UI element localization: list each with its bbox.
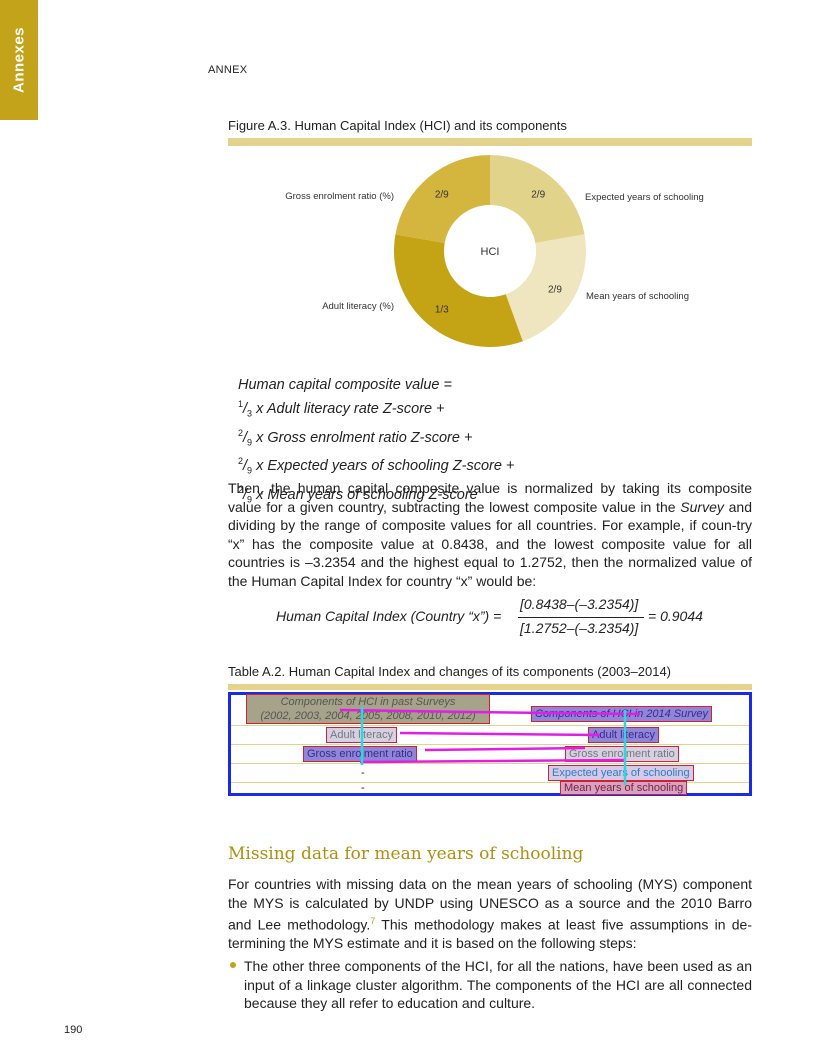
fraction-denominator: 9 [247, 466, 253, 477]
donut-slice-adult-literacy [394, 234, 523, 347]
table-title-rule [228, 684, 752, 690]
paragraph-text: For countries with missing data on the m… [228, 876, 752, 933]
donut-category-label: Expected years of schooling [585, 192, 704, 203]
equation-denominator: [1.2752–(–3.2354)] [520, 620, 639, 636]
table-header-past-surveys: Components of HCI in past Surveys (2002,… [246, 694, 490, 724]
table-cell-past: Gross enrolment ratio [303, 746, 417, 762]
table-row: Adult literacy Adult literacy [231, 726, 749, 745]
fraction-denominator: 3 [247, 408, 253, 419]
table-cell-2014: Gross enrolment ratio [565, 746, 679, 762]
section-heading: Missing data for mean years of schooling [228, 844, 584, 864]
page-number: 190 [64, 1024, 83, 1036]
mys-paragraph: For countries with missing data on the m… [228, 875, 752, 953]
hci-components-table: Components of HCI in past Surveys (2002,… [228, 692, 752, 796]
composite-formula: Human capital composite value = 1/3 x Ad… [238, 376, 514, 510]
table-title: Table A.2. Human Capital Index and chang… [228, 664, 672, 679]
fraction-denominator: 9 [247, 437, 253, 448]
donut-category-label: Mean years of schooling [586, 291, 689, 302]
table-cell-past: - [361, 767, 365, 779]
table-header-2014-survey: Components of HCI in 2014 Survey [530, 706, 713, 722]
fraction-numerator: 2 [238, 456, 244, 467]
header-line: Components of HCI in past Surveys [280, 696, 456, 708]
donut-fraction-label: 2/9 [531, 190, 545, 201]
hci-equation: Human Capital Index (Country “x”) = [0.8… [228, 596, 752, 640]
donut-slice-gross-enrolment-ratio [395, 155, 490, 244]
formula-term-expected-years: 2/9 x Expected years of schooling Z-scor… [238, 456, 515, 477]
formula-term-text: x Gross enrolment ratio Z-score + [252, 429, 473, 446]
formula-term-gross-enrolment: 2/9 x Gross enrolment ratio Z-score + [238, 427, 473, 448]
donut-center-label: HCI [481, 246, 500, 258]
table-cell-past: - [361, 782, 365, 794]
formula-term-mean-years: 2/9 x Mean years of schooling Z-score [238, 485, 478, 505]
fraction-numerator: 1 [238, 399, 244, 409]
equation-result: = 0.9044 [648, 608, 703, 624]
footnote-reference[interactable]: 7 [370, 916, 376, 926]
bullet-icon [230, 962, 236, 968]
running-header: ANNEX [208, 64, 248, 76]
annexes-side-tab: Annexes [0, 0, 38, 120]
figure-title-rule [228, 138, 752, 146]
header-line: (2002, 2003, 2004, 2005, 2008, 2010, 201… [260, 710, 476, 722]
table-row: - Mean years of schooling [231, 781, 749, 795]
donut-slice-mean-years-of-schooling [505, 234, 586, 342]
table-row: Gross enrolment ratio Gross enrolment ra… [231, 745, 749, 764]
normalization-paragraph: Then, the human capital composite value … [228, 479, 752, 590]
table-cell-2014: Adult literacy [588, 727, 659, 743]
fraction-bar [518, 617, 644, 618]
paragraph-text: and dividing by the range of composite v… [228, 498, 753, 589]
table-header-row: Components of HCI in past Surveys (2002,… [231, 694, 749, 726]
table-cell-2014: Expected years of schooling [548, 765, 694, 781]
donut-fraction-label: 2/9 [435, 190, 449, 201]
hci-donut-chart: HCI 2/9 Expected years of schooling 2/9 Mea… [285, 155, 704, 347]
donut-category-label: Gross enrolment ratio (%) [285, 191, 394, 202]
survey-emphasis: Survey [680, 498, 724, 515]
table-row: - Expected years of schooling [231, 764, 749, 783]
equation-lhs: Human Capital Index (Country “x”) = [276, 608, 502, 624]
formula-term-text: x Adult literacy rate Z-score + [252, 400, 445, 417]
fraction-numerator: 2 [238, 485, 244, 496]
figure-title: Figure A.3. Human Capital Index (HCI) an… [228, 118, 567, 133]
paragraph-text: This methodology makes at least five ass… [228, 916, 753, 952]
donut-fraction-label: 1/3 [435, 304, 449, 315]
donut-slice-expected-years-of-schooling [490, 155, 585, 244]
side-tab-label: Annexes [10, 26, 28, 94]
table-cell-past: Adult literacy [326, 727, 397, 743]
formula-term-text: x Mean years of schooling Z-score [252, 486, 478, 503]
fraction-numerator: 2 [238, 427, 244, 438]
donut-fraction-label: 2/9 [548, 285, 562, 296]
table-cell-2014: Mean years of schooling [559, 781, 688, 795]
paragraph-text: Then, the human capital composite value … [228, 480, 752, 515]
equation-numerator: [0.8438–(–3.2354)] [520, 596, 639, 612]
fraction-denominator: 9 [247, 494, 253, 505]
formula-term-text: x Expected years of schooling Z-score + [252, 458, 515, 475]
formula-line-title: Human capital composite value = [238, 377, 452, 393]
donut-category-label: Adult literacy (%) [322, 301, 394, 312]
formula-term-adult-literacy: 1/3 x Adult literacy rate Z-score + [238, 399, 445, 419]
bullet-item: The other three components of the HCI, f… [244, 958, 752, 1011]
